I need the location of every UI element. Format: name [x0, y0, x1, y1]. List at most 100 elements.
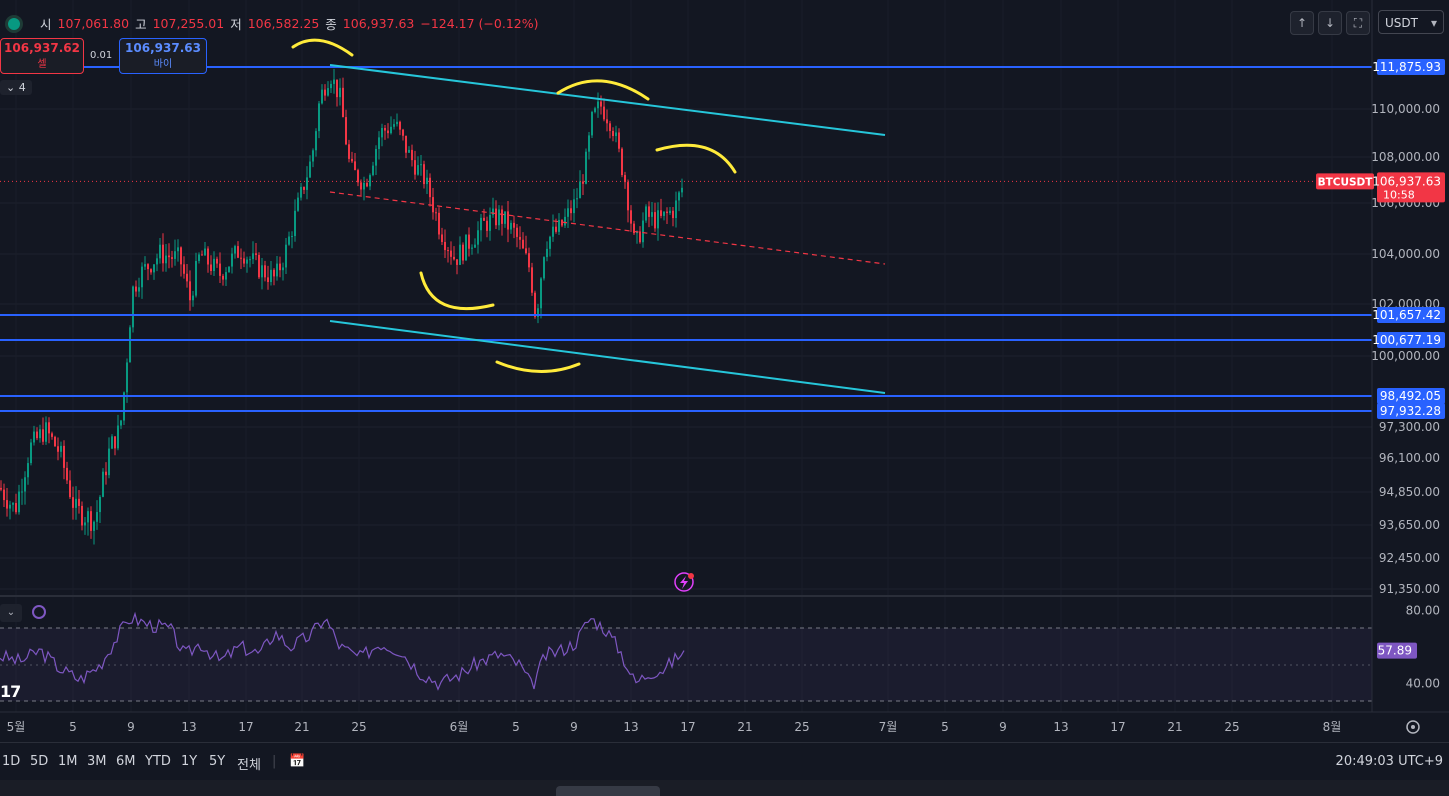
high-label: 고: [135, 17, 147, 32]
candle-body: [387, 130, 389, 134]
scrollbar-thumb[interactable]: [556, 786, 660, 796]
candle-body: [144, 264, 146, 267]
candle-body: [540, 278, 542, 309]
range-5y[interactable]: 5Y: [209, 754, 226, 769]
time-tick-label: 13: [181, 720, 196, 734]
candle-body: [309, 161, 311, 178]
sell-label: 셀: [37, 59, 47, 70]
candle-body: [351, 158, 353, 162]
rsi-indicator-icon[interactable]: [32, 605, 46, 619]
candle-body: [57, 446, 59, 452]
candle-body: [264, 265, 266, 278]
candle-body: [111, 436, 113, 449]
clock[interactable]: 20:49:03 UTC+9: [1335, 754, 1443, 769]
candle-body: [456, 259, 458, 265]
sell-button[interactable]: 106,937.62 셀: [0, 38, 84, 74]
time-tick-label: 8월: [1323, 720, 1342, 734]
range-all[interactable]: 전체: [237, 758, 261, 773]
candle-body: [252, 253, 254, 260]
candle-body: [564, 216, 566, 226]
chart-grid: [0, 108, 1372, 590]
candle-body: [669, 210, 671, 214]
level-label: 101,657.42: [1372, 308, 1441, 322]
candle-body: [261, 265, 263, 278]
level-label: 111,875.93: [1372, 60, 1441, 74]
scroll-down-button[interactable]: ↓: [1318, 11, 1342, 35]
price-axis[interactable]: 110,000.00108,000.00106,000.00104,000.00…: [1316, 0, 1445, 712]
range-1y[interactable]: 1Y: [181, 754, 198, 769]
price-tick-label: 93,650.00: [1379, 518, 1440, 532]
bottom-toolbar: 1D 5D 1M 3M 6M YTD 1Y 5Y 전체 | 📅 20:49:03…: [0, 742, 1449, 781]
candle-body: [651, 212, 653, 217]
annotation-arc-1[interactable]: [291, 38, 354, 57]
horizontal-levels[interactable]: [0, 66, 1372, 412]
level-label: 97,932.28: [1380, 404, 1441, 418]
candle-body: [48, 422, 50, 434]
channel-mid-trendline[interactable]: [329, 191, 886, 265]
current-price-tag: 106,937.63: [1372, 174, 1441, 188]
range-1m[interactable]: 1M: [58, 754, 78, 769]
candle-body: [324, 89, 326, 96]
channel-lower-trendline[interactable]: [329, 320, 886, 394]
indicator-collapse-toggle[interactable]: ⌄ 4: [0, 80, 32, 95]
candle-body: [360, 182, 362, 190]
scroll-up-button[interactable]: ↑: [1290, 11, 1314, 35]
candle-body: [492, 208, 494, 215]
calendar-icon[interactable]: 📅: [289, 754, 306, 769]
candle-body: [180, 247, 182, 265]
candle-body: [81, 505, 83, 526]
range-6m[interactable]: 6M: [116, 754, 136, 769]
fullscreen-button[interactable]: ⛶: [1346, 11, 1370, 35]
candle-body: [195, 260, 197, 296]
candle-body: [129, 327, 131, 363]
range-1d[interactable]: 1D: [2, 754, 21, 769]
level-label: 100,677.19: [1372, 333, 1441, 347]
candle-body: [510, 222, 512, 230]
channel-upper-trendline[interactable]: [329, 64, 886, 136]
candle-body: [537, 308, 539, 317]
candle-body: [123, 392, 125, 421]
horizontal-scrollbar[interactable]: [0, 780, 1449, 796]
annotation-arc-2[interactable]: [556, 79, 650, 101]
axis-settings-icon[interactable]: [1406, 720, 1420, 734]
range-5d[interactable]: 5D: [30, 754, 49, 769]
fullscreen-icon: ⛶: [1353, 16, 1363, 30]
alert-lightning-icon[interactable]: [674, 572, 694, 592]
yellow-annotations[interactable]: [291, 38, 737, 373]
time-tick-label: 9: [570, 720, 578, 734]
candle-body: [0, 487, 2, 490]
annotation-arc-4[interactable]: [419, 271, 495, 311]
range-3m[interactable]: 3M: [87, 754, 107, 769]
currency-select[interactable]: USDT: [1378, 10, 1444, 35]
price-tick-label: 100,000.00: [1371, 349, 1440, 363]
range-ytd[interactable]: YTD: [145, 754, 171, 769]
rsi-collapse-toggle[interactable]: ⌄: [0, 604, 22, 622]
candle-body: [633, 223, 635, 234]
rsi-axis[interactable]: 80.00 40.00 57.89: [1377, 603, 1440, 690]
symbol-tag: BTCUSDT: [1318, 176, 1374, 188]
candle-body: [282, 267, 284, 271]
candle-body: [591, 111, 593, 136]
candle-body: [276, 263, 278, 277]
market-status-icon[interactable]: [8, 17, 20, 30]
candle-body: [36, 431, 38, 439]
annotation-arc-3[interactable]: [655, 143, 737, 174]
level-label-bg: [1377, 307, 1445, 323]
candle-body: [330, 83, 332, 89]
buy-button[interactable]: 106,937.63 바이: [119, 38, 207, 74]
candle-body: [525, 248, 527, 254]
time-axis[interactable]: 5월 5 9 13 17 21 25 6월 5 9 13 17 21 25 7월 5 9 13 17 21 25 8월: [7, 720, 1342, 734]
candle-body: [117, 425, 119, 449]
annotation-arc-5[interactable]: [495, 360, 581, 373]
rsi-tick-label: 80.00: [1406, 603, 1440, 617]
candle-body: [399, 121, 401, 130]
candle-body: [459, 244, 461, 265]
rsi-line: [0, 611, 685, 691]
price-tick-label: 108,000.00: [1371, 150, 1440, 164]
candle-body: [348, 144, 350, 159]
candle-body: [75, 498, 77, 508]
buy-price: 106,937.63: [125, 41, 201, 55]
candle-body: [579, 181, 581, 199]
tradingview-logo[interactable]: 17: [0, 682, 21, 701]
